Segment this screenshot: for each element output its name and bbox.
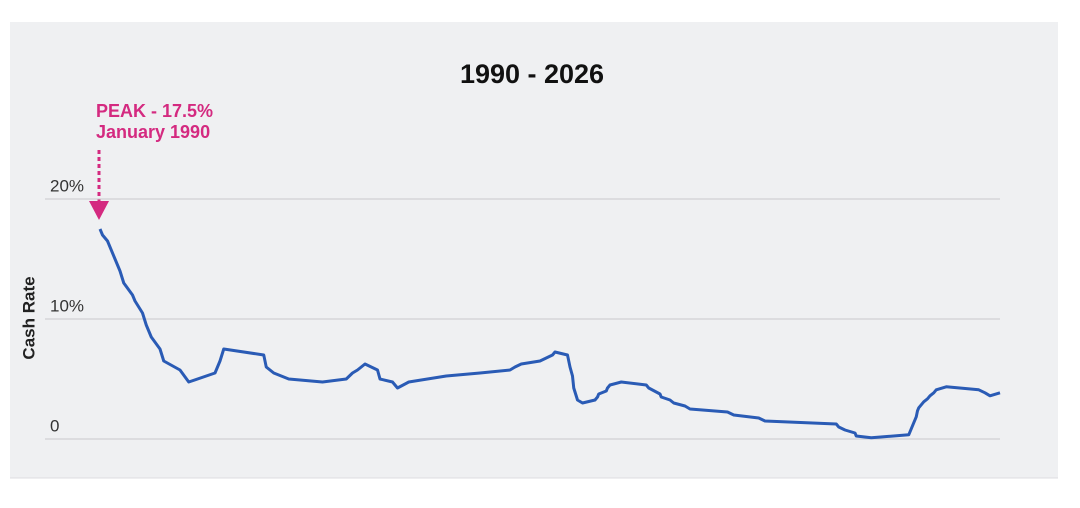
annotation: January 1990 [96,122,210,142]
y-tick-label: 0 [50,416,59,435]
data-line [98,228,1001,440]
chart-title: 1990 - 2026 [460,59,604,89]
annotation-arrowhead [89,201,109,220]
y-tick-label: 20% [50,176,84,195]
y-tick-label: 10% [50,296,84,315]
annotation: PEAK - 17.5% [96,101,213,121]
y-axis-label: Cash Rate [19,276,38,359]
chart-background [10,22,1058,478]
